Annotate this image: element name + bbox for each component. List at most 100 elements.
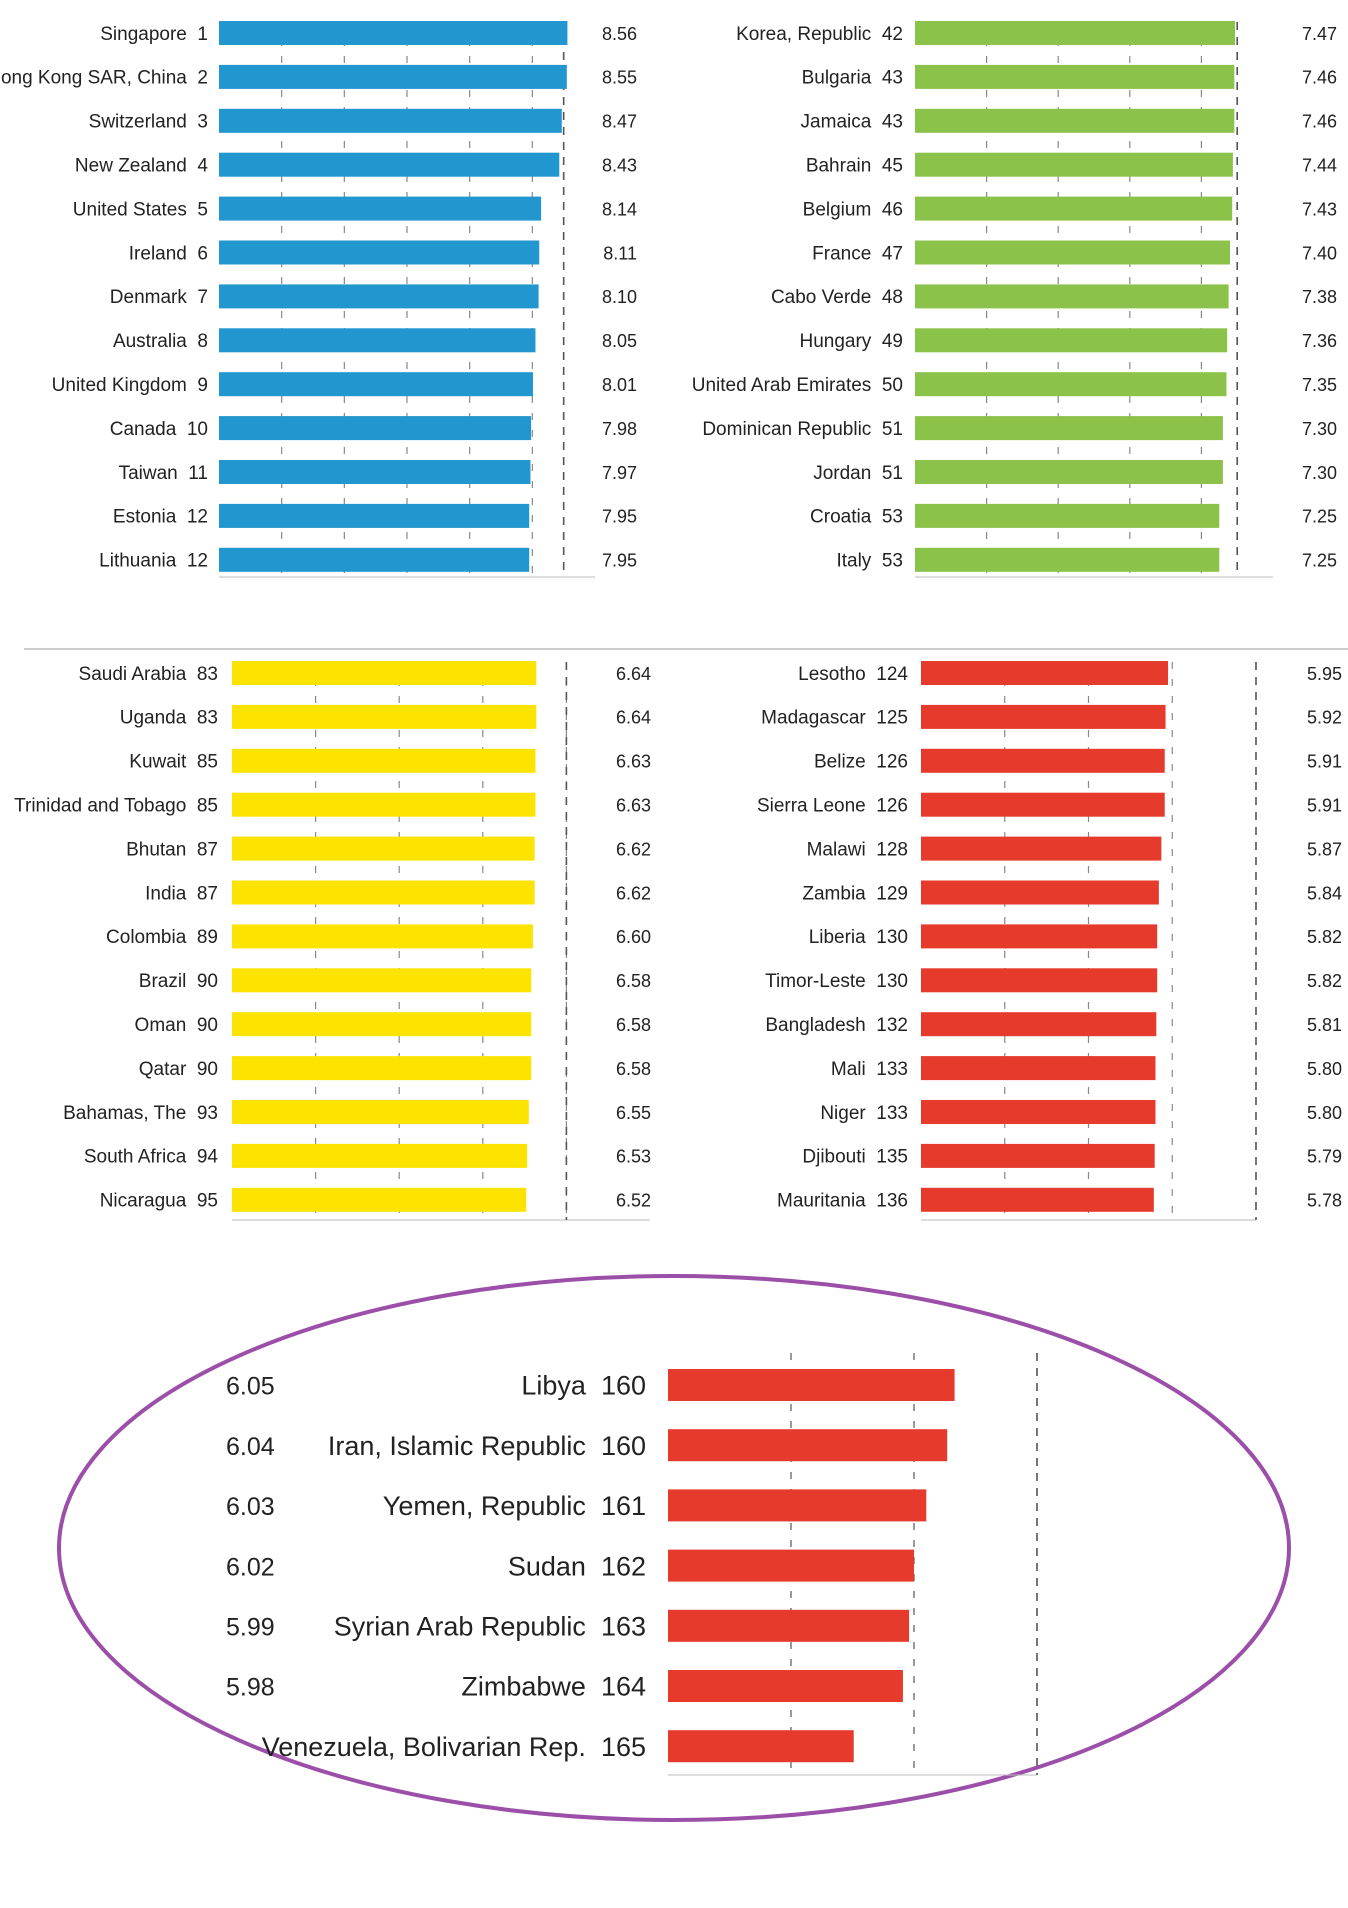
- bar: [219, 196, 542, 221]
- rank-number: 10: [187, 419, 208, 440]
- value-label: 8.43: [602, 156, 637, 176]
- value-label: 5.91: [1307, 752, 1342, 772]
- value-label: 6.55: [616, 1103, 651, 1123]
- bar: [921, 968, 1158, 993]
- value-label: 7.25: [1302, 507, 1337, 527]
- bar: [921, 704, 1166, 729]
- bar: [232, 1056, 532, 1081]
- country-rank-label: France 47: [812, 243, 903, 264]
- rank-number: 87: [197, 839, 218, 860]
- country-name: Timor-Leste: [765, 971, 876, 992]
- rank-number: 130: [876, 971, 908, 992]
- bar: [232, 1100, 529, 1124]
- country-rank-label: India 87: [145, 883, 218, 904]
- country-rank-label: South Africa 94: [84, 1147, 219, 1168]
- bar: [219, 284, 539, 309]
- country-name: Canada: [110, 419, 187, 440]
- country-name: Saudi Arabia: [79, 664, 197, 685]
- rank-number: 95: [197, 1191, 218, 1212]
- value-label: 7.36: [1302, 331, 1337, 351]
- country-rank-label: Singapore 1: [100, 24, 208, 45]
- bar: [668, 1489, 927, 1522]
- country-rank-label: Niger 133: [820, 1103, 908, 1124]
- rank-number: 43: [882, 68, 903, 89]
- country-rank-label: Jamaica 43: [801, 112, 903, 133]
- country-name: Malawi: [807, 839, 877, 860]
- rank-number: 87: [197, 883, 218, 904]
- country-name: Oman: [135, 1015, 197, 1036]
- value-label: 7.35: [1302, 375, 1337, 395]
- country-name: Mali: [831, 1059, 876, 1080]
- rank-number: 165: [601, 1732, 646, 1762]
- bar: [921, 748, 1165, 773]
- country-rank-label: Hungary 49: [799, 331, 903, 352]
- bar: [219, 108, 562, 133]
- country-rank-label: Bangladesh 132: [765, 1015, 908, 1036]
- value-label: 8.56: [602, 24, 637, 44]
- country-rank-label: Libya 160: [521, 1371, 646, 1401]
- bar: [232, 1187, 527, 1212]
- rank-number: 85: [197, 796, 218, 817]
- rank-number: 8: [197, 331, 208, 352]
- rank-number: 132: [876, 1015, 908, 1036]
- country-name: United States: [73, 199, 198, 220]
- panel-mid-right: Lesotho 124 5.95 Madagascar 125 5.92 Belize …: [757, 661, 1342, 1221]
- bar: [232, 661, 537, 685]
- rank-number: 130: [876, 927, 908, 948]
- bar: [219, 460, 531, 484]
- value-label: 5.92: [1307, 708, 1342, 728]
- bar: [921, 1100, 1156, 1124]
- bar: [668, 1730, 854, 1763]
- country-rank-label: Hong Kong SAR, China 2: [0, 68, 208, 89]
- country-rank-label: Estonia 12: [113, 507, 208, 528]
- value-label: 6.03: [226, 1493, 275, 1521]
- value-label: 7.46: [1302, 68, 1337, 88]
- value-label: 5.82: [1307, 971, 1342, 991]
- bar: [668, 1549, 914, 1582]
- value-label: 5.84: [1307, 883, 1342, 903]
- rank-number: 85: [197, 752, 218, 773]
- country-rank-label: Taiwan 11: [119, 463, 208, 484]
- country-rank-label: Madagascar 125: [761, 708, 908, 729]
- country-rank-label: Kuwait 85: [129, 752, 218, 773]
- country-name: Trinidad and Tobago: [14, 796, 197, 817]
- value-label: 8.10: [602, 287, 637, 307]
- country-name: Jamaica: [801, 112, 882, 133]
- bar: [232, 968, 532, 993]
- bar: [921, 1012, 1157, 1037]
- country-rank-label: Trinidad and Tobago 85: [14, 796, 218, 817]
- country-name: Niger: [820, 1103, 876, 1124]
- bar: [915, 416, 1223, 441]
- value-label: 7.47: [1302, 24, 1337, 44]
- rank-number: 160: [601, 1371, 646, 1401]
- rank-number: 129: [876, 883, 908, 904]
- country-rank-label: Qatar 90: [139, 1059, 218, 1080]
- country-name: Bulgaria: [802, 68, 882, 89]
- value-label: 7.25: [1302, 551, 1337, 571]
- country-name: Uganda: [120, 708, 197, 729]
- bar: [219, 240, 540, 265]
- value-label: 5.81: [1307, 1015, 1342, 1035]
- panel-bottom: Libya 160 6.05 Iran, Islamic Republic 160 6…: [226, 1353, 1038, 1776]
- rank-number: 3: [197, 112, 208, 133]
- country-rank-label: Lithuania 12: [99, 551, 208, 572]
- bar: [921, 836, 1162, 861]
- country-rank-label: Venezuela, Bolivarian Rep. 165: [262, 1732, 646, 1762]
- bar: [219, 416, 532, 441]
- panel-top-right: Korea, Republic 42 7.47 Bulgaria 43 7.46 Jam…: [692, 21, 1337, 578]
- country-rank-label: Mali 133: [831, 1059, 908, 1080]
- bar: [668, 1429, 948, 1462]
- rank-number: 6: [197, 243, 208, 264]
- country-name: Switzerland: [89, 112, 198, 133]
- country-rank-label: Korea, Republic 42: [736, 24, 903, 45]
- bar: [232, 704, 537, 729]
- rank-number: 135: [876, 1147, 908, 1168]
- rank-number: 128: [876, 839, 908, 860]
- country-rank-label: Nicaragua 95: [100, 1191, 218, 1212]
- country-rank-label: Syrian Arab Republic 163: [334, 1612, 646, 1642]
- country-rank-label: Iran, Islamic Republic 160: [328, 1431, 646, 1461]
- rank-number: 136: [876, 1191, 908, 1212]
- country-name: Libya: [521, 1371, 601, 1401]
- bar: [232, 1143, 528, 1168]
- value-label: 8.14: [602, 199, 637, 219]
